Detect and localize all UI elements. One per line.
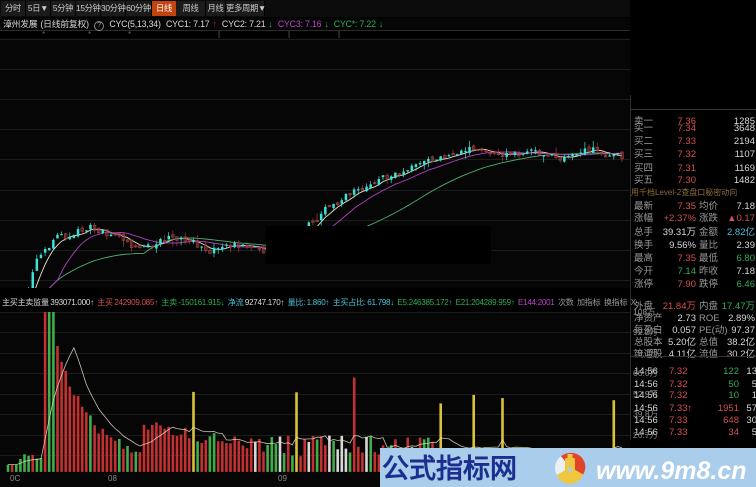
svg-text:www.9m8.cn: www.9m8.cn xyxy=(596,457,747,485)
svg-text:公式指标网: 公式指标网 xyxy=(382,454,517,484)
